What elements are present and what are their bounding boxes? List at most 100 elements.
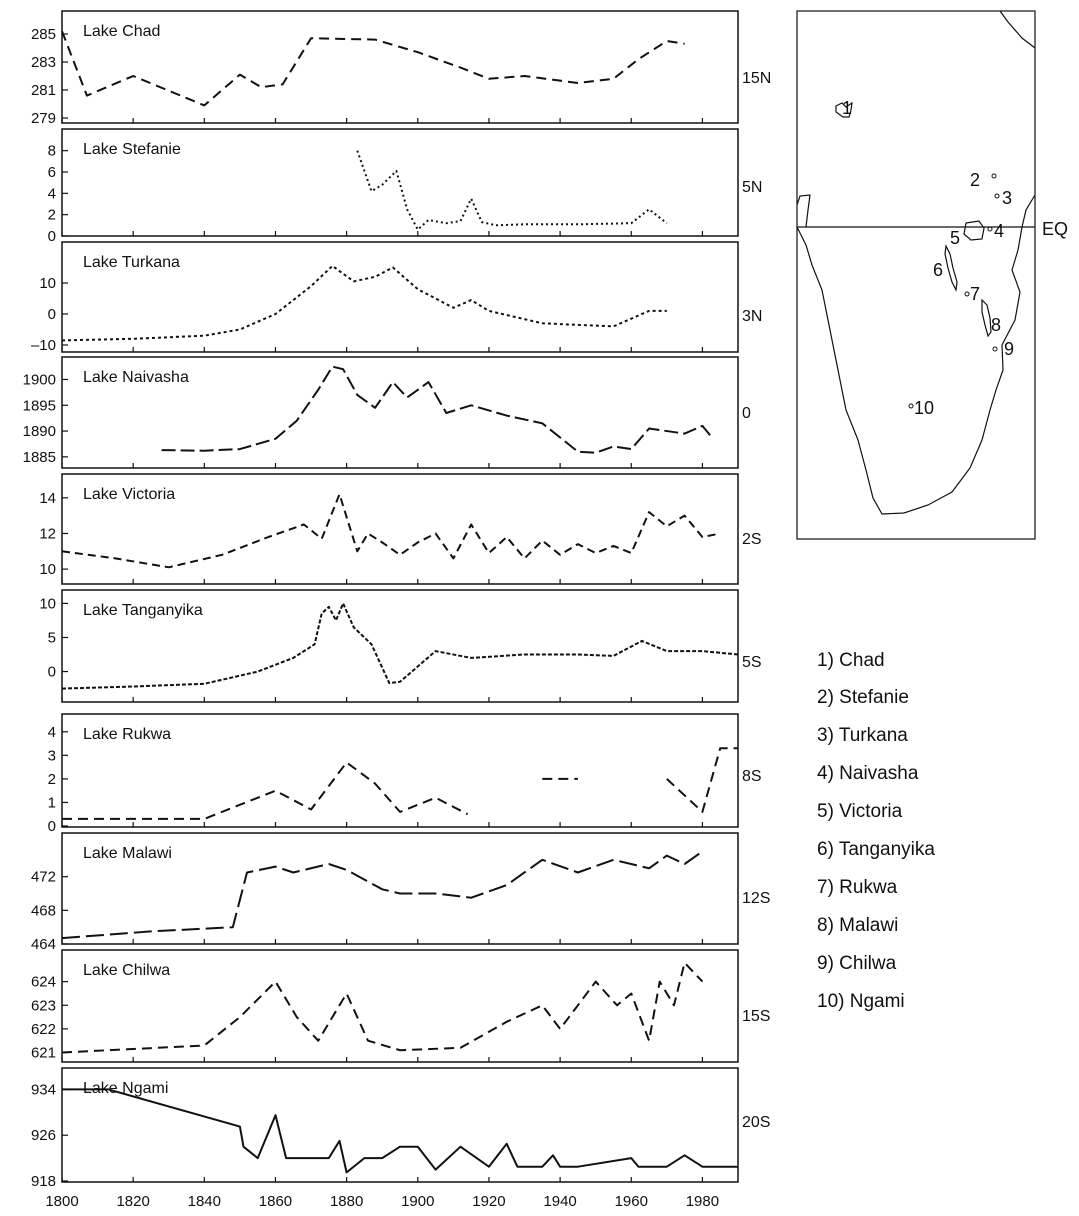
- lake-stefanie-marker: [991, 173, 997, 179]
- y-tick-label: 0: [48, 664, 56, 681]
- panel-frame: [61, 10, 739, 124]
- lake-chad-outline: [835, 101, 853, 118]
- y-tick-label: 0: [48, 306, 56, 323]
- lake-name: Lake Malawi: [83, 845, 172, 862]
- latitude-label: 3N: [742, 308, 762, 325]
- y-tick-label: 926: [31, 1127, 56, 1144]
- y-tick-label: 464: [31, 936, 56, 953]
- series-line: [61, 602, 739, 690]
- lake-chilwa-marker: [992, 346, 998, 352]
- x-tick-label: 1800: [45, 1193, 78, 1210]
- y-tick-label: 621: [31, 1045, 56, 1062]
- lake-name: Lake Chad: [83, 23, 160, 40]
- y-tick-label: 622: [31, 1021, 56, 1038]
- legend-item-naivasha: 4) Naivasha: [817, 763, 919, 784]
- latitude-label: 8S: [742, 768, 762, 785]
- panel-frame: [61, 832, 739, 945]
- x-tick-label: 1900: [401, 1193, 434, 1210]
- map-label-10: 10: [914, 398, 934, 418]
- panel-frame: [61, 713, 739, 828]
- legend-item-turkana: 3) Turkana: [817, 725, 908, 746]
- y-tick-label: 918: [31, 1173, 56, 1190]
- lake-name: Lake Tanganyika: [83, 602, 203, 619]
- series-line-segment-3: [666, 747, 738, 813]
- panel-lake-naivasha: 1900 1895 1890 1885 Lake Naivasha 0: [23, 356, 751, 469]
- map-label-3: 3: [1002, 188, 1012, 208]
- y-tick-label: 2: [48, 771, 56, 788]
- y-tick-label: 934: [31, 1081, 56, 1098]
- map-frame: [796, 10, 1036, 540]
- panel-frame: [61, 128, 739, 237]
- map-label-7: 7: [970, 284, 980, 304]
- y-tick-label: 1: [48, 794, 56, 811]
- latitude-label: 15S: [742, 1008, 770, 1025]
- panel-lake-victoria: 14 12 10 Lake Victoria 2S: [39, 473, 762, 585]
- lake-turkana-marker: [994, 193, 1000, 199]
- latitude-label: 20S: [742, 1114, 770, 1131]
- panel-frame: [61, 473, 739, 585]
- y-tick-label: 10: [39, 595, 56, 612]
- y-tick-label: 624: [31, 974, 56, 991]
- map-label-1: 1: [842, 98, 852, 118]
- map-label-2: 2: [970, 170, 980, 190]
- x-tick-label: 1860: [259, 1193, 292, 1210]
- y-tick-label: 285: [31, 26, 56, 43]
- panel-lake-malawi: 472 468 464 Lake Malawi 12S: [31, 832, 770, 953]
- y-tick-label: 472: [31, 869, 56, 886]
- x-tick-label: 1940: [543, 1193, 576, 1210]
- lake-rukwa-marker: [964, 291, 970, 297]
- panel-frame: [61, 589, 739, 703]
- map-label-5: 5: [950, 228, 960, 248]
- latitude-label: 15N: [742, 70, 771, 87]
- lake-name: Lake Rukwa: [83, 726, 171, 743]
- y-tick-label: 0: [48, 818, 56, 835]
- legend-item-victoria: 5) Victoria: [817, 801, 903, 822]
- y-tick-label: 281: [31, 82, 56, 99]
- series-line: [61, 850, 703, 940]
- x-tick-label: 1960: [615, 1193, 648, 1210]
- y-tick-label: 1895: [23, 397, 56, 414]
- legend-item-malawi: 8) Malawi: [817, 915, 898, 936]
- series-line: [61, 30, 685, 107]
- lake-tanganyika-outline: [944, 243, 958, 293]
- latitude-label: 5S: [742, 654, 762, 671]
- lake-legend: 1) Chad 2) Stefanie 3) Turkana 4) Naivas…: [817, 650, 935, 1012]
- panel-lake-rukwa: 4 3 2 1 0 Lake Rukwa 8S: [48, 713, 762, 835]
- latitude-label: 12S: [742, 890, 770, 907]
- y-tick-label: 2: [48, 207, 56, 224]
- lake-name: Lake Chilwa: [83, 962, 170, 979]
- map-label-8: 8: [991, 315, 1001, 335]
- panel-frame: [61, 1067, 739, 1183]
- legend-item-rukwa: 7) Rukwa: [817, 877, 898, 898]
- panel-frame: [61, 949, 739, 1063]
- map-label-4: 4: [994, 221, 1004, 241]
- x-tick-label: 1880: [330, 1193, 363, 1210]
- lake-name: Lake Ngami: [83, 1080, 168, 1097]
- x-tick-label: 1920: [472, 1193, 505, 1210]
- legend-item-stefanie: 2) Stefanie: [817, 687, 909, 708]
- y-tick-label: 5: [48, 629, 56, 646]
- series-line: [356, 150, 668, 231]
- series-line: [61, 264, 667, 342]
- panel-lake-tanganyika: 10 5 0 Lake Tanganyika 5S: [39, 589, 762, 703]
- legend-item-chad: 1) Chad: [817, 650, 885, 671]
- lake-ngami-marker: [908, 403, 914, 409]
- series-line: [161, 365, 714, 454]
- y-tick-label: 0: [48, 228, 56, 245]
- x-tick-label: 1820: [116, 1193, 149, 1210]
- africa-coastline: [796, 10, 1036, 515]
- y-tick-label: 10: [39, 561, 56, 578]
- lake-name: Lake Turkana: [83, 254, 180, 271]
- y-tick-label: 4: [48, 185, 56, 202]
- legend-item-chilwa: 9) Chilwa: [817, 953, 897, 974]
- y-tick-label: 1885: [23, 449, 56, 466]
- y-tick-label: 12: [39, 525, 56, 542]
- africa-map: 1 2 3 4 5 6 7 8 9 10 EQ: [796, 10, 1068, 540]
- y-tick-label: 10: [39, 275, 56, 292]
- lake-naivasha-marker: [987, 226, 993, 232]
- lake-name: Lake Naivasha: [83, 369, 189, 386]
- y-tick-label: 3: [48, 747, 56, 764]
- series-line: [61, 493, 721, 569]
- latitude-label: 2S: [742, 531, 762, 548]
